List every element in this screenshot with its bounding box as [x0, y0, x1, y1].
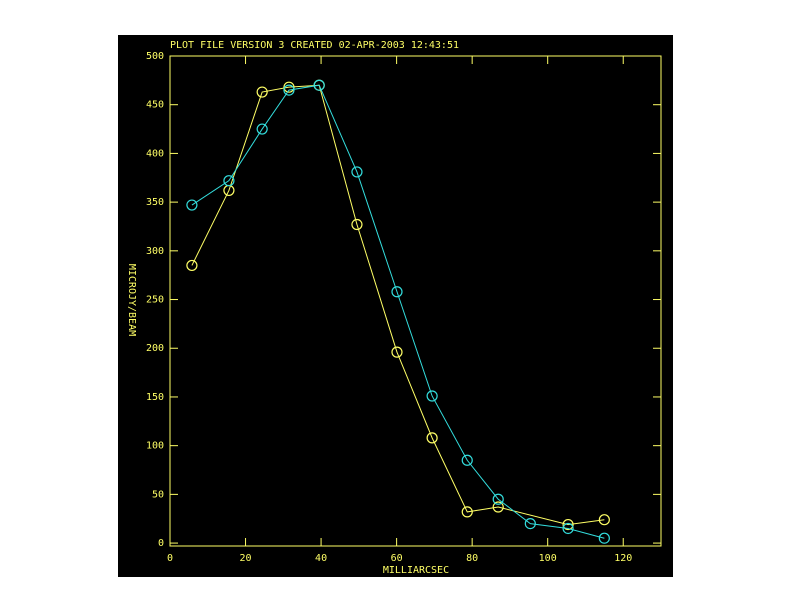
- data-point: [598, 514, 610, 526]
- data-point: [283, 84, 295, 96]
- data-point: [256, 86, 268, 98]
- data-point: [461, 454, 473, 466]
- series-line: [191, 84, 605, 526]
- x-tick-label: 60: [391, 553, 403, 564]
- y-tick-label: 400: [146, 148, 164, 159]
- y-tick-label: 50: [152, 489, 164, 500]
- y-tick-label: 150: [146, 392, 164, 403]
- chart-title: PLOT FILE VERSION 3 CREATED 02-APR-2003 …: [170, 40, 459, 51]
- data-point: [256, 123, 268, 135]
- data-point: [426, 390, 438, 402]
- y-tick-label: 450: [146, 100, 164, 111]
- data-point: [391, 346, 403, 358]
- data-point: [492, 493, 504, 505]
- x-tick-label: 80: [466, 553, 478, 564]
- data-point: [492, 501, 504, 513]
- y-tick-label: 0: [158, 538, 164, 549]
- data-point: [391, 286, 403, 298]
- y-tick-label: 200: [146, 343, 164, 354]
- y-tick-label: 250: [146, 295, 164, 306]
- data-point: [351, 218, 363, 231]
- x-axis-label: MILLIARCSEC: [383, 565, 449, 576]
- data-point: [186, 259, 198, 272]
- x-tick-label: 100: [539, 553, 557, 564]
- y-tick-label: 300: [146, 246, 164, 257]
- y-tick-label: 500: [146, 51, 164, 62]
- data-point: [461, 506, 473, 518]
- x-tick-label: 20: [240, 553, 252, 564]
- x-tick-label: 120: [614, 553, 632, 564]
- x-tick-label: 40: [315, 553, 327, 564]
- series-line: [191, 84, 605, 539]
- data-point: [351, 166, 363, 178]
- y-tick-label: 350: [146, 197, 164, 208]
- data-point: [562, 522, 574, 535]
- data-point: [598, 532, 610, 544]
- data-point: [524, 517, 536, 530]
- y-axis-label: MICROJY/BEAM: [126, 264, 137, 336]
- y-tick-label: 100: [146, 441, 164, 452]
- data-point: [283, 81, 295, 93]
- data-point: [426, 432, 438, 444]
- plot-frame: [169, 55, 662, 547]
- data-point: [313, 79, 325, 91]
- x-tick-label: 0: [167, 553, 173, 564]
- data-point: [223, 175, 235, 187]
- data-point: [186, 199, 198, 211]
- data-point: [562, 518, 574, 531]
- plot-background: [118, 35, 673, 577]
